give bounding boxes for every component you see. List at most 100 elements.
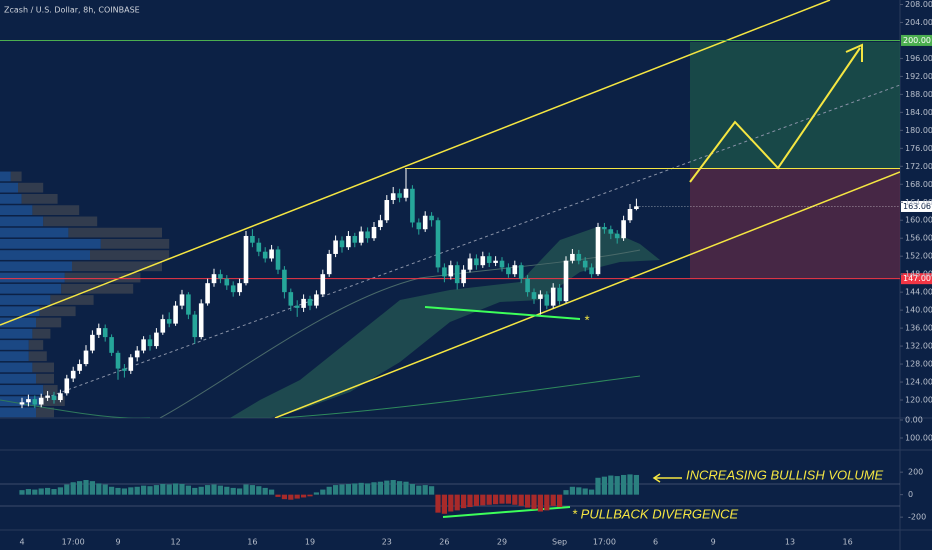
candle-body bbox=[346, 235, 351, 248]
candle-body bbox=[371, 226, 377, 239]
annotation: * PULLBACK DIVERGENCE bbox=[572, 506, 738, 521]
candle-body bbox=[275, 249, 281, 270]
ichimoku-cloud bbox=[230, 226, 660, 418]
osc-bar bbox=[64, 484, 70, 495]
candle-body bbox=[256, 242, 262, 252]
candle-body bbox=[486, 256, 492, 263]
profile-up bbox=[0, 328, 33, 339]
osc-bar bbox=[326, 486, 332, 495]
candle-body bbox=[109, 337, 114, 353]
profile-up bbox=[0, 373, 36, 384]
osc-bar bbox=[307, 494, 313, 497]
x-tick-label: 9 bbox=[115, 538, 120, 547]
osc-bar bbox=[185, 485, 191, 495]
candle-body bbox=[512, 265, 518, 275]
osc-bar bbox=[409, 483, 415, 495]
candle-body bbox=[608, 229, 614, 234]
y-tick-label: 164.00 bbox=[905, 198, 932, 207]
annotation: INCREASING BULLISH VOLUME bbox=[686, 467, 884, 482]
y-tick-label: 136.00 bbox=[905, 324, 932, 333]
osc-bar bbox=[531, 494, 537, 510]
osc-bar bbox=[505, 494, 511, 504]
osc-bar bbox=[32, 489, 38, 495]
x-tick-label: 16 bbox=[247, 538, 257, 547]
profile-down bbox=[68, 227, 162, 238]
candle-body bbox=[166, 319, 172, 324]
osc-bar bbox=[416, 485, 422, 495]
channel-mid bbox=[39, 84, 900, 401]
osc-bar bbox=[205, 485, 211, 495]
price-tag bbox=[901, 273, 932, 285]
profile-down bbox=[61, 283, 134, 294]
candle-body bbox=[307, 298, 313, 306]
osc-bar bbox=[576, 487, 582, 495]
profile-up bbox=[0, 396, 40, 407]
oscillator-pane bbox=[0, 473, 900, 518]
candle-body bbox=[237, 283, 242, 293]
candle-body bbox=[51, 395, 57, 401]
candle-body bbox=[294, 305, 300, 308]
osc-bar bbox=[153, 485, 159, 495]
osc-bar bbox=[141, 485, 147, 495]
candle-body bbox=[115, 352, 121, 369]
candle-body bbox=[288, 292, 294, 306]
candle-body bbox=[154, 332, 159, 347]
candle-body bbox=[480, 256, 486, 266]
osc-bar bbox=[224, 486, 230, 495]
osc-bar bbox=[569, 486, 575, 495]
y-tick-label: 120.00 bbox=[905, 396, 932, 405]
osc-bar bbox=[384, 480, 390, 495]
candle-body bbox=[390, 193, 396, 201]
osc-bar bbox=[320, 489, 326, 495]
stop-zone bbox=[690, 169, 900, 279]
candle-body bbox=[435, 220, 441, 268]
candle-body bbox=[506, 267, 511, 275]
osc-bar bbox=[269, 489, 275, 495]
candle-body bbox=[365, 231, 370, 239]
osc-bar bbox=[301, 494, 307, 498]
candle-body bbox=[102, 328, 108, 338]
osc-bar bbox=[454, 494, 460, 511]
osc-bar bbox=[333, 485, 339, 495]
divergence-line bbox=[424, 306, 581, 320]
osc-bar bbox=[403, 481, 409, 495]
osc-bar bbox=[128, 487, 134, 495]
channel-upper bbox=[0, 0, 831, 326]
candle-body bbox=[493, 260, 498, 263]
candle-body bbox=[326, 253, 332, 275]
candle-body bbox=[621, 220, 626, 239]
osc-bar bbox=[192, 487, 198, 495]
y-tick-label: 204.00 bbox=[905, 18, 932, 27]
profile-up bbox=[0, 205, 33, 215]
volume-profile bbox=[0, 171, 170, 418]
osc-bar bbox=[230, 487, 236, 495]
candle-body bbox=[358, 231, 364, 243]
y-tick-label: -200 bbox=[908, 513, 926, 522]
osc-bar bbox=[115, 487, 121, 495]
osc-bar bbox=[281, 494, 287, 500]
candle-body bbox=[333, 240, 338, 254]
profile-up bbox=[0, 238, 101, 249]
candle-body bbox=[134, 350, 140, 358]
y-tick-label: 140.00 bbox=[905, 306, 932, 315]
y-tick-label: 176.00 bbox=[905, 144, 932, 153]
y-tick-label: 100.00 bbox=[905, 434, 932, 443]
annotation: * bbox=[584, 312, 590, 327]
price-pane bbox=[0, 0, 900, 418]
osc-bar bbox=[179, 483, 185, 495]
osc-bar bbox=[627, 474, 633, 495]
osc-bar bbox=[237, 488, 243, 495]
candle-body bbox=[634, 206, 639, 209]
channel-lower bbox=[274, 171, 900, 418]
profile-up bbox=[0, 407, 36, 418]
candle-body bbox=[531, 292, 537, 299]
profile-down bbox=[100, 238, 170, 249]
osc-bar bbox=[595, 477, 601, 495]
osc-bar bbox=[614, 476, 620, 495]
profile-up bbox=[0, 351, 29, 362]
osc-bar bbox=[557, 494, 563, 508]
candle-body bbox=[595, 226, 601, 275]
candles bbox=[19, 168, 639, 409]
chart-title: Zcash / U.S. Dollar, 8h, COINBASE bbox=[4, 6, 140, 15]
profile-down bbox=[32, 362, 54, 373]
